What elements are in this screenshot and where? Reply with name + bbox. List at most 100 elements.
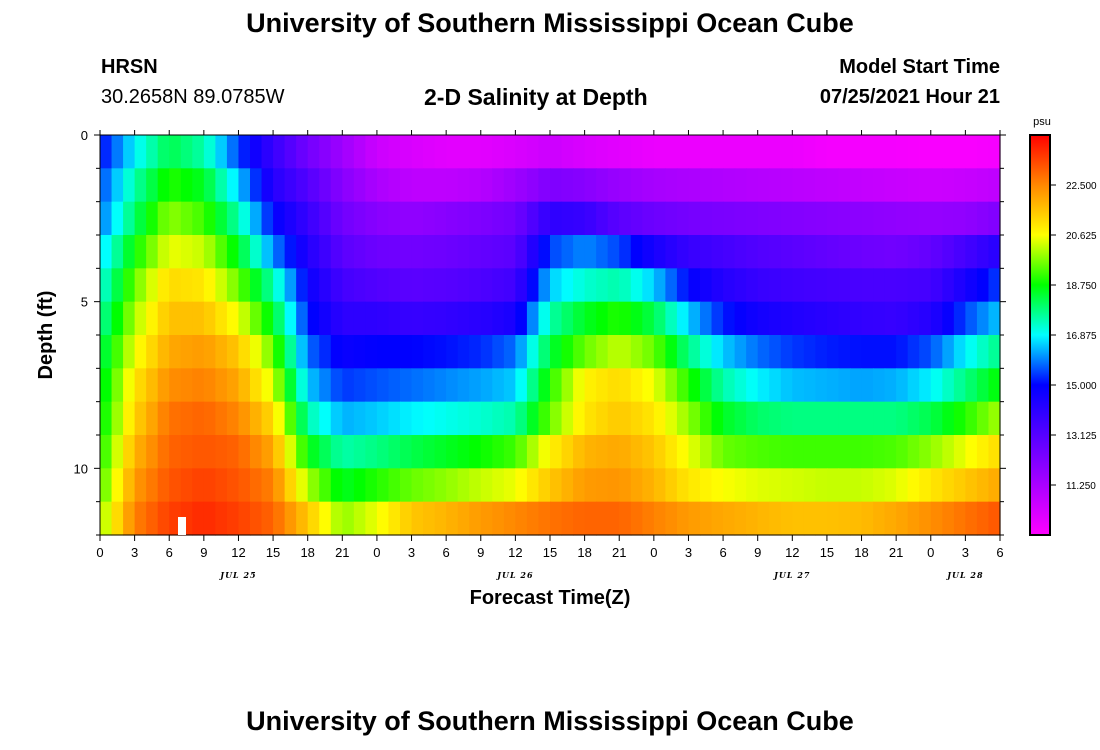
- heatmap-cell: [330, 468, 343, 503]
- heatmap-cell: [919, 201, 932, 236]
- heatmap-cell: [423, 301, 436, 336]
- heatmap-cell: [953, 135, 966, 169]
- heatmap-cell: [261, 268, 274, 303]
- heatmap-cell: [826, 368, 840, 403]
- heatmap-cell: [134, 268, 147, 303]
- heatmap-cell: [342, 168, 355, 203]
- heatmap-cell: [711, 201, 724, 236]
- heatmap-cell: [573, 201, 586, 236]
- heatmap-cell: [180, 435, 193, 469]
- heatmap-cell: [284, 401, 297, 436]
- heatmap-cell: [226, 435, 240, 469]
- heatmap-cell: [388, 301, 401, 336]
- heatmap-cell: [296, 301, 309, 336]
- heatmap-cell: [342, 468, 355, 503]
- y-axis-title: Depth (ft): [35, 291, 57, 380]
- heatmap-cell: [492, 501, 505, 536]
- heatmap-cell: [296, 335, 309, 369]
- heatmap-cell: [226, 401, 240, 436]
- heatmap-cell: [215, 335, 228, 369]
- heatmap-cell: [746, 135, 759, 169]
- heatmap-cell: [330, 335, 343, 369]
- heatmap-cell: [365, 401, 378, 436]
- heatmap-cell: [688, 135, 701, 169]
- heatmap-cell: [584, 301, 597, 336]
- heatmap-cell: [307, 301, 320, 336]
- heatmap-cell: [792, 201, 805, 236]
- heatmap-cell: [630, 135, 643, 169]
- heatmap-cell: [988, 468, 1001, 503]
- heatmap-cell: [226, 501, 240, 536]
- heatmap-cell: [942, 501, 955, 536]
- heatmap-cell: [180, 468, 193, 503]
- heatmap-cell: [284, 468, 297, 503]
- heatmap-cell: [723, 235, 736, 269]
- heatmap-cell: [965, 201, 978, 236]
- heatmap-cell: [157, 468, 170, 503]
- heatmap-cell: [596, 468, 609, 503]
- heatmap-cell: [919, 401, 932, 436]
- heatmap-cell: [884, 301, 897, 336]
- heatmap-cell: [446, 501, 459, 536]
- heatmap-cell: [284, 501, 297, 536]
- heatmap-cell: [780, 435, 793, 469]
- heatmap-cell: [942, 235, 955, 269]
- heatmap-cell: [157, 501, 170, 536]
- heatmap-cell: [446, 368, 459, 403]
- heatmap-cell: [480, 201, 493, 236]
- heatmap-cell: [942, 135, 955, 169]
- heatmap-cell: [261, 168, 274, 203]
- heatmap-cell: [307, 501, 320, 536]
- heatmap-cell: [330, 168, 343, 203]
- x-tick-label: 3: [408, 545, 415, 560]
- heatmap-cell: [700, 335, 713, 369]
- heatmap-cell: [850, 168, 863, 203]
- heatmap-cell: [619, 301, 632, 336]
- heatmap-cell: [123, 368, 136, 403]
- date-label: JUL 26: [495, 570, 533, 580]
- heatmap-cell: [284, 301, 297, 336]
- heatmap-cell: [919, 168, 932, 203]
- heatmap-cell: [965, 468, 978, 503]
- heatmap-cell: [469, 401, 482, 436]
- heatmap-cell: [665, 468, 678, 503]
- heatmap-cell: [273, 201, 286, 236]
- y-tick-label: 0: [81, 128, 88, 143]
- heatmap-cell: [492, 301, 505, 336]
- heatmap-cell: [815, 368, 828, 403]
- heatmap-cell: [573, 401, 586, 436]
- heatmap-cell: [607, 201, 620, 236]
- heatmap-cell: [342, 335, 355, 369]
- x-tick-label: 12: [508, 545, 522, 560]
- heatmap-cell: [365, 435, 378, 469]
- heatmap-cell: [688, 368, 701, 403]
- heatmap-cell: [826, 401, 840, 436]
- colorbar-tick-label: 11.250: [1066, 481, 1096, 492]
- date-label: JUL 27: [772, 570, 810, 580]
- heatmap-cell: [538, 368, 551, 403]
- heatmap-cell: [619, 468, 632, 503]
- heatmap-cell: [319, 201, 332, 236]
- heatmap-cell: [642, 168, 655, 203]
- heatmap-cell: [988, 301, 1001, 336]
- heatmap-cell: [642, 235, 655, 269]
- heatmap-cell: [457, 401, 470, 436]
- heatmap-cell: [676, 401, 690, 436]
- heatmap-cell: [711, 268, 724, 303]
- heatmap-cell: [861, 335, 874, 369]
- heatmap-cell: [434, 168, 447, 203]
- heatmap-cell: [192, 135, 205, 169]
- heatmap-cell: [976, 468, 990, 503]
- heatmap-cell: [388, 468, 401, 503]
- heatmap-cell: [123, 468, 136, 503]
- heatmap-cell: [573, 135, 586, 169]
- heatmap-cell: [157, 301, 170, 336]
- heatmap-cell: [700, 435, 713, 469]
- heatmap-cell: [411, 235, 424, 269]
- heatmap-cell: [746, 335, 759, 369]
- x-tick-label: 3: [962, 545, 969, 560]
- heatmap-cell: [261, 468, 274, 503]
- heatmap-cell: [734, 168, 747, 203]
- heatmap-cell: [434, 501, 447, 536]
- heatmap-cell: [250, 468, 263, 503]
